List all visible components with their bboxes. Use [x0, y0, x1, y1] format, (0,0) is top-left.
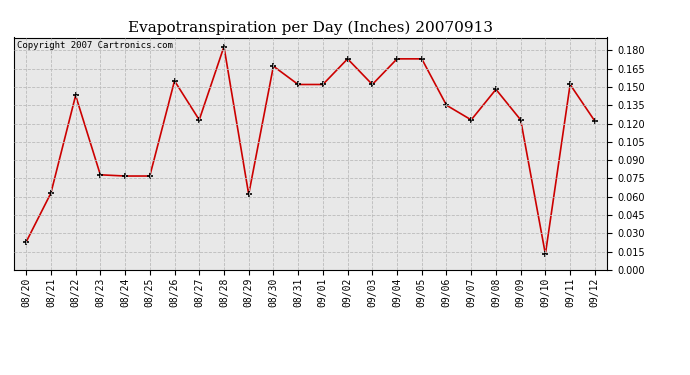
Title: Evapotranspiration per Day (Inches) 20070913: Evapotranspiration per Day (Inches) 2007… [128, 21, 493, 35]
Text: Copyright 2007 Cartronics.com: Copyright 2007 Cartronics.com [17, 41, 172, 50]
